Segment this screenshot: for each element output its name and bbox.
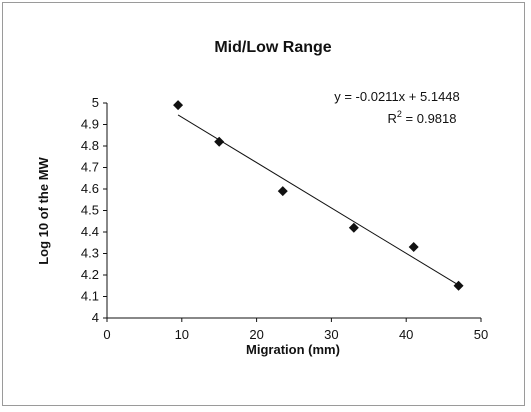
y-tick-label: 4.3 <box>81 246 99 261</box>
data-point <box>277 186 288 197</box>
x-tick-label: 50 <box>474 327 488 342</box>
data-points <box>173 100 464 291</box>
x-axis-ticks: 0 10 20 30 40 50 <box>103 318 488 342</box>
data-point <box>348 222 359 233</box>
data-point <box>214 136 225 147</box>
data-point <box>408 242 419 253</box>
data-point <box>173 100 184 111</box>
r-squared-label: R2 = 0.9818 <box>388 109 457 126</box>
r-squared-superscript: 2 <box>397 109 402 119</box>
x-tick-label: 30 <box>324 327 338 342</box>
x-tick-label: 40 <box>399 327 413 342</box>
y-tick-label: 4.9 <box>81 117 99 132</box>
trendline-equation: y = -0.0211x + 5.1448 <box>334 89 460 104</box>
chart-title: Mid/Low Range <box>214 39 331 56</box>
x-tick-label: 10 <box>175 327 189 342</box>
y-axis-title: Log 10 of the MW <box>36 156 51 264</box>
chart-frame <box>2 2 525 406</box>
y-tick-label: 4.8 <box>81 138 99 153</box>
y-tick-label: 4.1 <box>81 289 99 304</box>
y-tick-label: 4.7 <box>81 160 99 175</box>
trendline <box>177 114 459 286</box>
y-tick-label: 4.4 <box>81 224 99 239</box>
y-tick-label: 4.2 <box>81 267 99 282</box>
y-tick-label: 4 <box>92 310 99 325</box>
x-tick-label: 20 <box>249 327 263 342</box>
x-axis-title: Migration (mm) <box>246 342 340 357</box>
r-squared-prefix: R <box>388 111 397 126</box>
r-squared-value: = 0.9818 <box>402 111 457 126</box>
y-tick-label: 4.5 <box>81 203 99 218</box>
y-tick-label: 4.6 <box>81 181 99 196</box>
x-tick-label: 0 <box>103 327 110 342</box>
trendline-group <box>177 114 459 286</box>
data-point <box>453 280 464 291</box>
y-tick-label: 5 <box>92 95 99 110</box>
y-axis-ticks: 4 4.1 4.2 4.3 4.4 4.5 4.6 4.7 4.8 4.9 5 <box>81 95 107 325</box>
